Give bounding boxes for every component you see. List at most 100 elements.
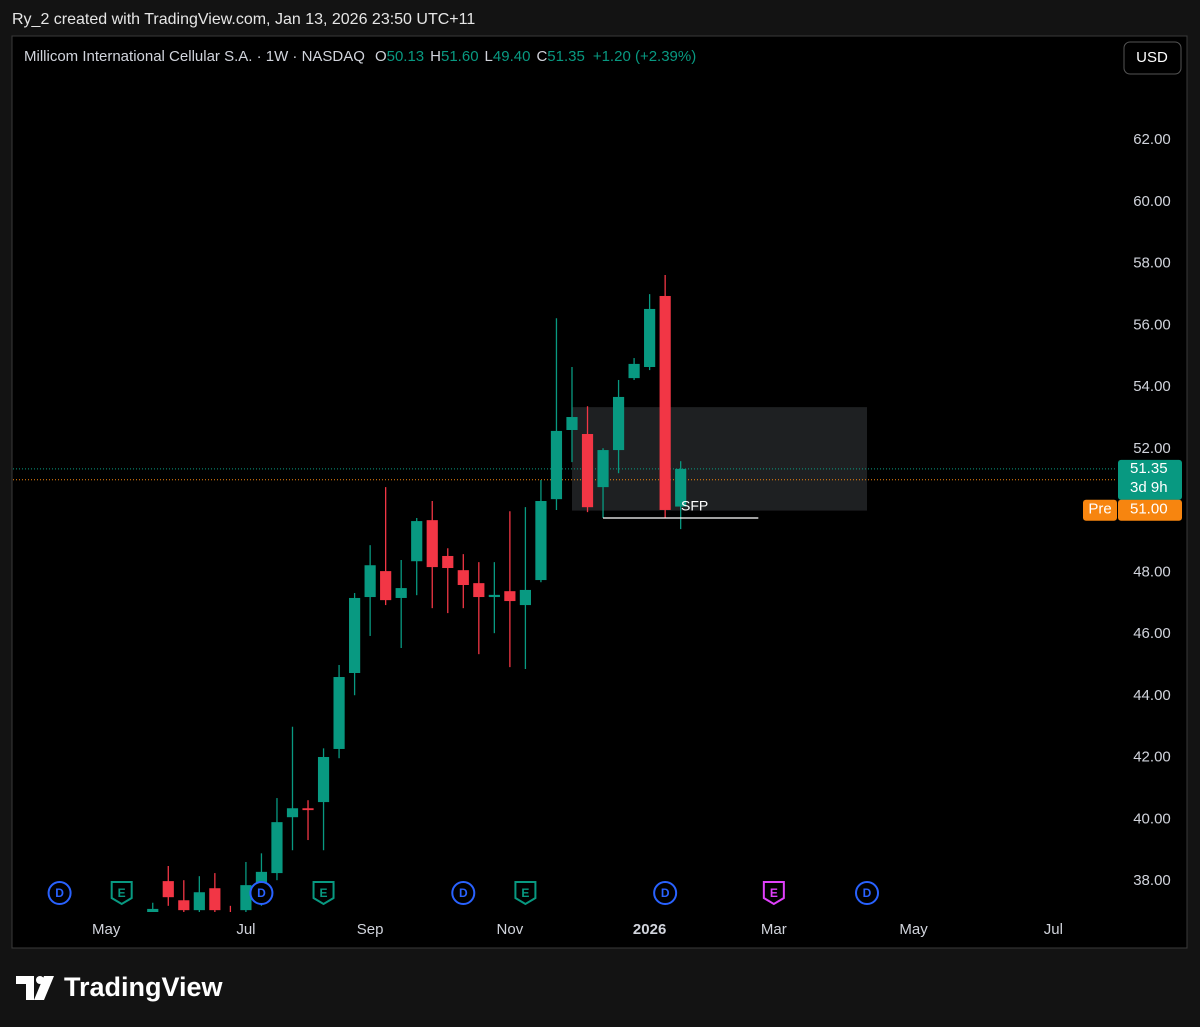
candle-body [178,900,190,911]
event-label: D [459,886,468,900]
candle-body [193,892,205,911]
y-tick-label: 54.00 [1133,378,1171,395]
y-tick-label: 58.00 [1133,255,1171,272]
candle-body [162,881,174,898]
candle-body [240,885,252,911]
y-tick-label: 56.00 [1133,316,1171,333]
event-icon [47,881,72,905]
candle-body [442,555,454,569]
pre-tag-badge [1083,499,1117,521]
overlay: May Jul Sep Nov 2026 Mar May Jul D E D E D E D E D Millic… [24,41,1182,938]
event-icon [653,881,678,905]
candle-body [364,565,376,598]
event-label: E [521,886,529,900]
y-tick-label: 60.00 [1133,193,1171,210]
event-label: E [770,886,778,900]
event-label: D [863,886,872,900]
countdown: 3d 9h [1130,479,1168,496]
currency-button[interactable] [1123,41,1182,75]
legend-change: +1.20 (+2.39%) [593,48,696,65]
pre-price-label: 51.00 [1130,501,1168,518]
x-tick-label: Sep [357,921,384,938]
pre-price-badge [1118,499,1182,521]
sfp-label: SFP [681,498,708,514]
candle-body [395,588,407,598]
legend-key: C [536,48,547,65]
candle-body [457,570,469,585]
candle-body [333,677,345,749]
pre-tag: Pre [1088,501,1111,518]
candle-body [535,501,547,581]
legend-key: L [485,48,493,65]
y-tick-label: 64.00 [1133,69,1171,86]
y-tick-label: 38.00 [1133,872,1171,889]
y-tick-label: 44.00 [1133,687,1171,704]
candle-body [426,520,438,568]
candle-body [380,571,392,601]
candle-body [659,295,671,510]
last-price-badge [1118,459,1182,500]
x-tick-label: Nov [497,921,524,938]
logo-mark [34,976,54,1000]
caption: Ry_2 created with TradingView.com, Jan 1… [12,11,475,28]
event-icon [451,881,476,905]
y-tick-label: 42.00 [1133,749,1171,766]
event-label: E [118,886,126,900]
y-tick-label: 62.00 [1133,131,1171,148]
legend-title: Millicom International Cellular S.A. · 1… [24,48,365,65]
event-icon [855,881,880,905]
event-icon [312,881,335,906]
candle-body [519,589,531,606]
currency-label: USD [1136,49,1168,66]
candle-body [473,583,485,598]
plot-area: SFP [13,274,1117,912]
candle-body [349,597,361,674]
x-tick-label: May [899,921,928,938]
event-label: D [257,886,266,900]
candle-body [612,396,625,451]
candle-body [566,417,578,430]
brand: TradingView [64,972,224,1002]
legend-value: 50.13 [387,48,425,65]
legend-value: 51.35 [547,48,585,65]
event-icon [514,881,537,906]
y-tick-label: 52.00 [1133,440,1171,457]
x-tick-label: Jul [1044,921,1063,938]
candle-body [411,521,423,562]
x-tick-label: May [92,921,121,938]
event-icon [110,881,133,906]
legend-key: O [375,48,387,65]
candle-body [488,594,500,598]
x-tick-label: Mar [761,921,787,938]
candle-body [628,363,640,379]
y-tick-label: 40.00 [1133,810,1171,827]
candle-body [644,308,656,367]
x-tick-label: 2026 [633,921,666,938]
event-icon [762,881,785,906]
candle-body [209,888,221,911]
y-tick-label: 46.00 [1133,625,1171,642]
candle-body [147,908,159,912]
y-tick-label: 48.00 [1133,563,1171,580]
legend-value: 49.40 [493,48,531,65]
candle-body [317,756,330,803]
event-label: D [661,886,670,900]
candle-body [597,450,609,488]
event-icon [249,881,274,905]
candle-body [302,808,314,811]
x-tick-label: Jul [236,921,255,938]
candle-body [550,430,563,500]
event-label: D [55,886,64,900]
legend-key: H [430,48,441,65]
legend-value: 51.60 [441,48,479,65]
last-price-label: 51.35 [1130,460,1168,477]
candle-body [271,822,283,874]
candle-body [504,591,516,602]
legend: Millicom International Cellular S.A. · 1… [24,48,696,65]
candle-body [581,434,594,508]
logo-mark [16,976,34,1000]
candle-body [286,808,299,818]
event-label: E [320,886,328,900]
